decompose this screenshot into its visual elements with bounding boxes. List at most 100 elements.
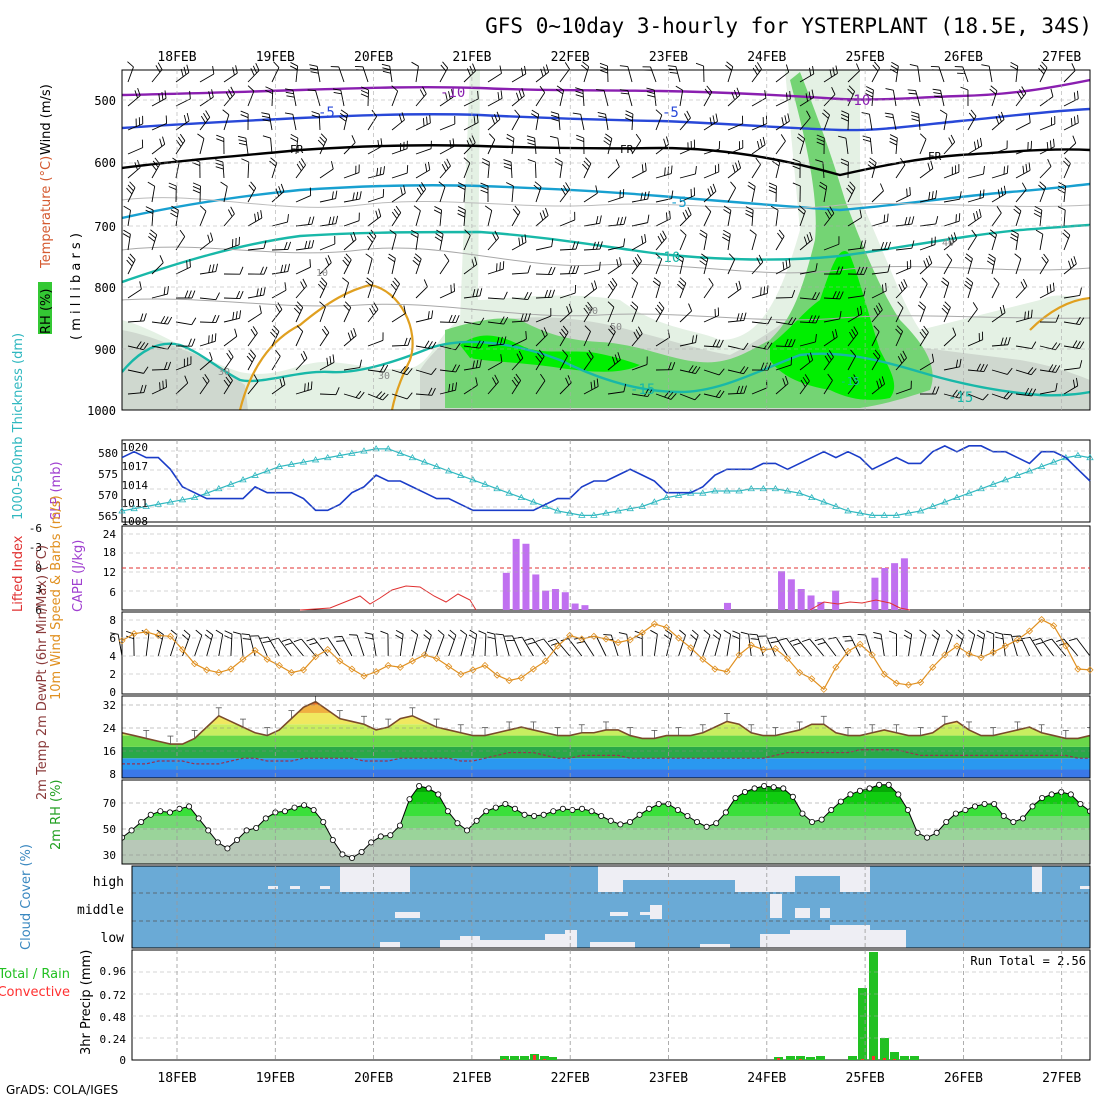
cape-tick: 12 xyxy=(103,566,116,579)
rh-point xyxy=(301,802,308,809)
precip-total-bar xyxy=(858,988,867,1060)
rh-point xyxy=(416,783,423,790)
date-label-top: 18FEB xyxy=(157,50,196,65)
isotherm-minus5 xyxy=(122,107,1090,132)
thickness-point xyxy=(311,456,320,463)
thickness-tick: 575 xyxy=(98,468,118,481)
cloud-block xyxy=(820,908,830,918)
precip-total-bar xyxy=(510,1056,519,1060)
thickness-point xyxy=(469,476,477,483)
thickness-point xyxy=(880,511,889,518)
contour-label: -10 xyxy=(845,93,870,109)
thickness-point xyxy=(227,480,235,487)
rh-point xyxy=(464,827,471,834)
thickness-point xyxy=(444,467,453,474)
wind-speed-point xyxy=(541,657,550,665)
cloud-block xyxy=(460,936,480,948)
wind-speed-point xyxy=(263,655,271,663)
run-total: Run Total = 2.56 xyxy=(970,954,1086,968)
rh-point xyxy=(722,809,729,816)
rh-point xyxy=(789,793,796,800)
wind-speed-point xyxy=(711,665,719,673)
contour-label: 30 xyxy=(586,306,598,317)
thickness-point xyxy=(299,458,308,465)
rh-point xyxy=(626,819,633,826)
wind-speed-point xyxy=(917,678,925,686)
rh-point xyxy=(780,785,787,792)
precip-panel: Run Total = 2.56 0.96 0.72 0.48 0.24 0 3… xyxy=(0,949,1091,1067)
cloud-block xyxy=(620,866,735,880)
pressure-tick-800: 800 xyxy=(94,281,116,295)
thickness-point xyxy=(1001,476,1010,483)
date-label-bottom: 22FEB xyxy=(551,1071,590,1086)
precip-convective-bar xyxy=(799,1059,802,1060)
wind-speed-point xyxy=(1050,622,1058,630)
cloud-block xyxy=(395,912,420,918)
cape-bar xyxy=(807,595,815,610)
cape-tick: 24 xyxy=(103,528,117,541)
wind-speed-point xyxy=(118,637,126,645)
credit: GrADS: COLA/IGES xyxy=(6,1083,118,1097)
upper-wind-barbs xyxy=(122,61,1085,401)
thickness-point xyxy=(904,509,913,516)
wind-speed-point xyxy=(941,651,949,659)
wind-speed-point xyxy=(880,670,888,678)
precip-convective-bar xyxy=(893,1059,896,1060)
rh-point xyxy=(540,811,547,818)
cloud-block xyxy=(268,886,278,889)
wind-tick: 0 xyxy=(109,686,116,699)
rh-point xyxy=(636,811,643,818)
rh-point xyxy=(741,789,748,796)
rh-point xyxy=(473,817,480,824)
wind-speed-point xyxy=(590,632,598,640)
thickness-point xyxy=(517,493,526,501)
cloud-level-middle: middle xyxy=(77,903,124,918)
wind-speed-point xyxy=(783,654,792,662)
rh-point xyxy=(349,855,356,862)
rh-point xyxy=(1029,803,1036,810)
rh-point xyxy=(205,827,212,834)
date-label-top: 23FEB xyxy=(649,50,688,65)
rh-point xyxy=(1010,819,1017,826)
thickness-point xyxy=(1013,471,1022,478)
wind-speed-point xyxy=(348,665,356,673)
wind-speed-point xyxy=(505,676,513,685)
rh-point xyxy=(234,837,241,844)
thickness-point xyxy=(239,476,247,483)
thickness-tick: 580 xyxy=(98,447,118,460)
contour-label: -5 xyxy=(670,195,687,211)
date-label-bottom: 25FEB xyxy=(846,1071,885,1086)
precip-bars xyxy=(500,952,919,1060)
rh-point xyxy=(847,791,854,798)
thickness-series xyxy=(121,448,1091,516)
cloud-block xyxy=(735,866,795,892)
dewpoint-series xyxy=(122,749,1090,765)
wind-speed-point xyxy=(614,638,622,647)
thickness-point xyxy=(650,498,659,505)
contour-labels: -10 -10 -5 -5 FR FR FR -5 -10 -15 -15 -1… xyxy=(218,85,973,406)
wind-speed-point xyxy=(626,636,634,644)
cloud-level-high: high xyxy=(93,875,124,890)
thickness-point xyxy=(795,489,804,496)
thickness-point xyxy=(868,511,876,518)
thickness-point xyxy=(928,502,937,509)
thickness-point xyxy=(420,458,429,465)
slp-tick: 1011 xyxy=(122,497,149,510)
thickness-point xyxy=(215,484,223,492)
cape-bar xyxy=(522,543,530,610)
cape-bar xyxy=(532,574,540,610)
rh-point xyxy=(1019,815,1026,822)
cape-bar xyxy=(778,571,786,610)
contour-label: 50 xyxy=(610,322,622,333)
contour-label: -10 xyxy=(655,250,680,266)
rh-point xyxy=(732,795,739,802)
rh-point xyxy=(396,822,403,829)
rh-point xyxy=(876,781,883,788)
wind-speed-point xyxy=(832,663,840,671)
rh-point xyxy=(828,807,835,814)
rh-point xyxy=(329,837,336,844)
contour-label: -5 xyxy=(662,105,679,121)
rh-markers xyxy=(122,781,1090,862)
cloud-panel: high middle low Cloud Cover (%) xyxy=(19,844,1091,950)
cloud-block xyxy=(792,866,852,876)
